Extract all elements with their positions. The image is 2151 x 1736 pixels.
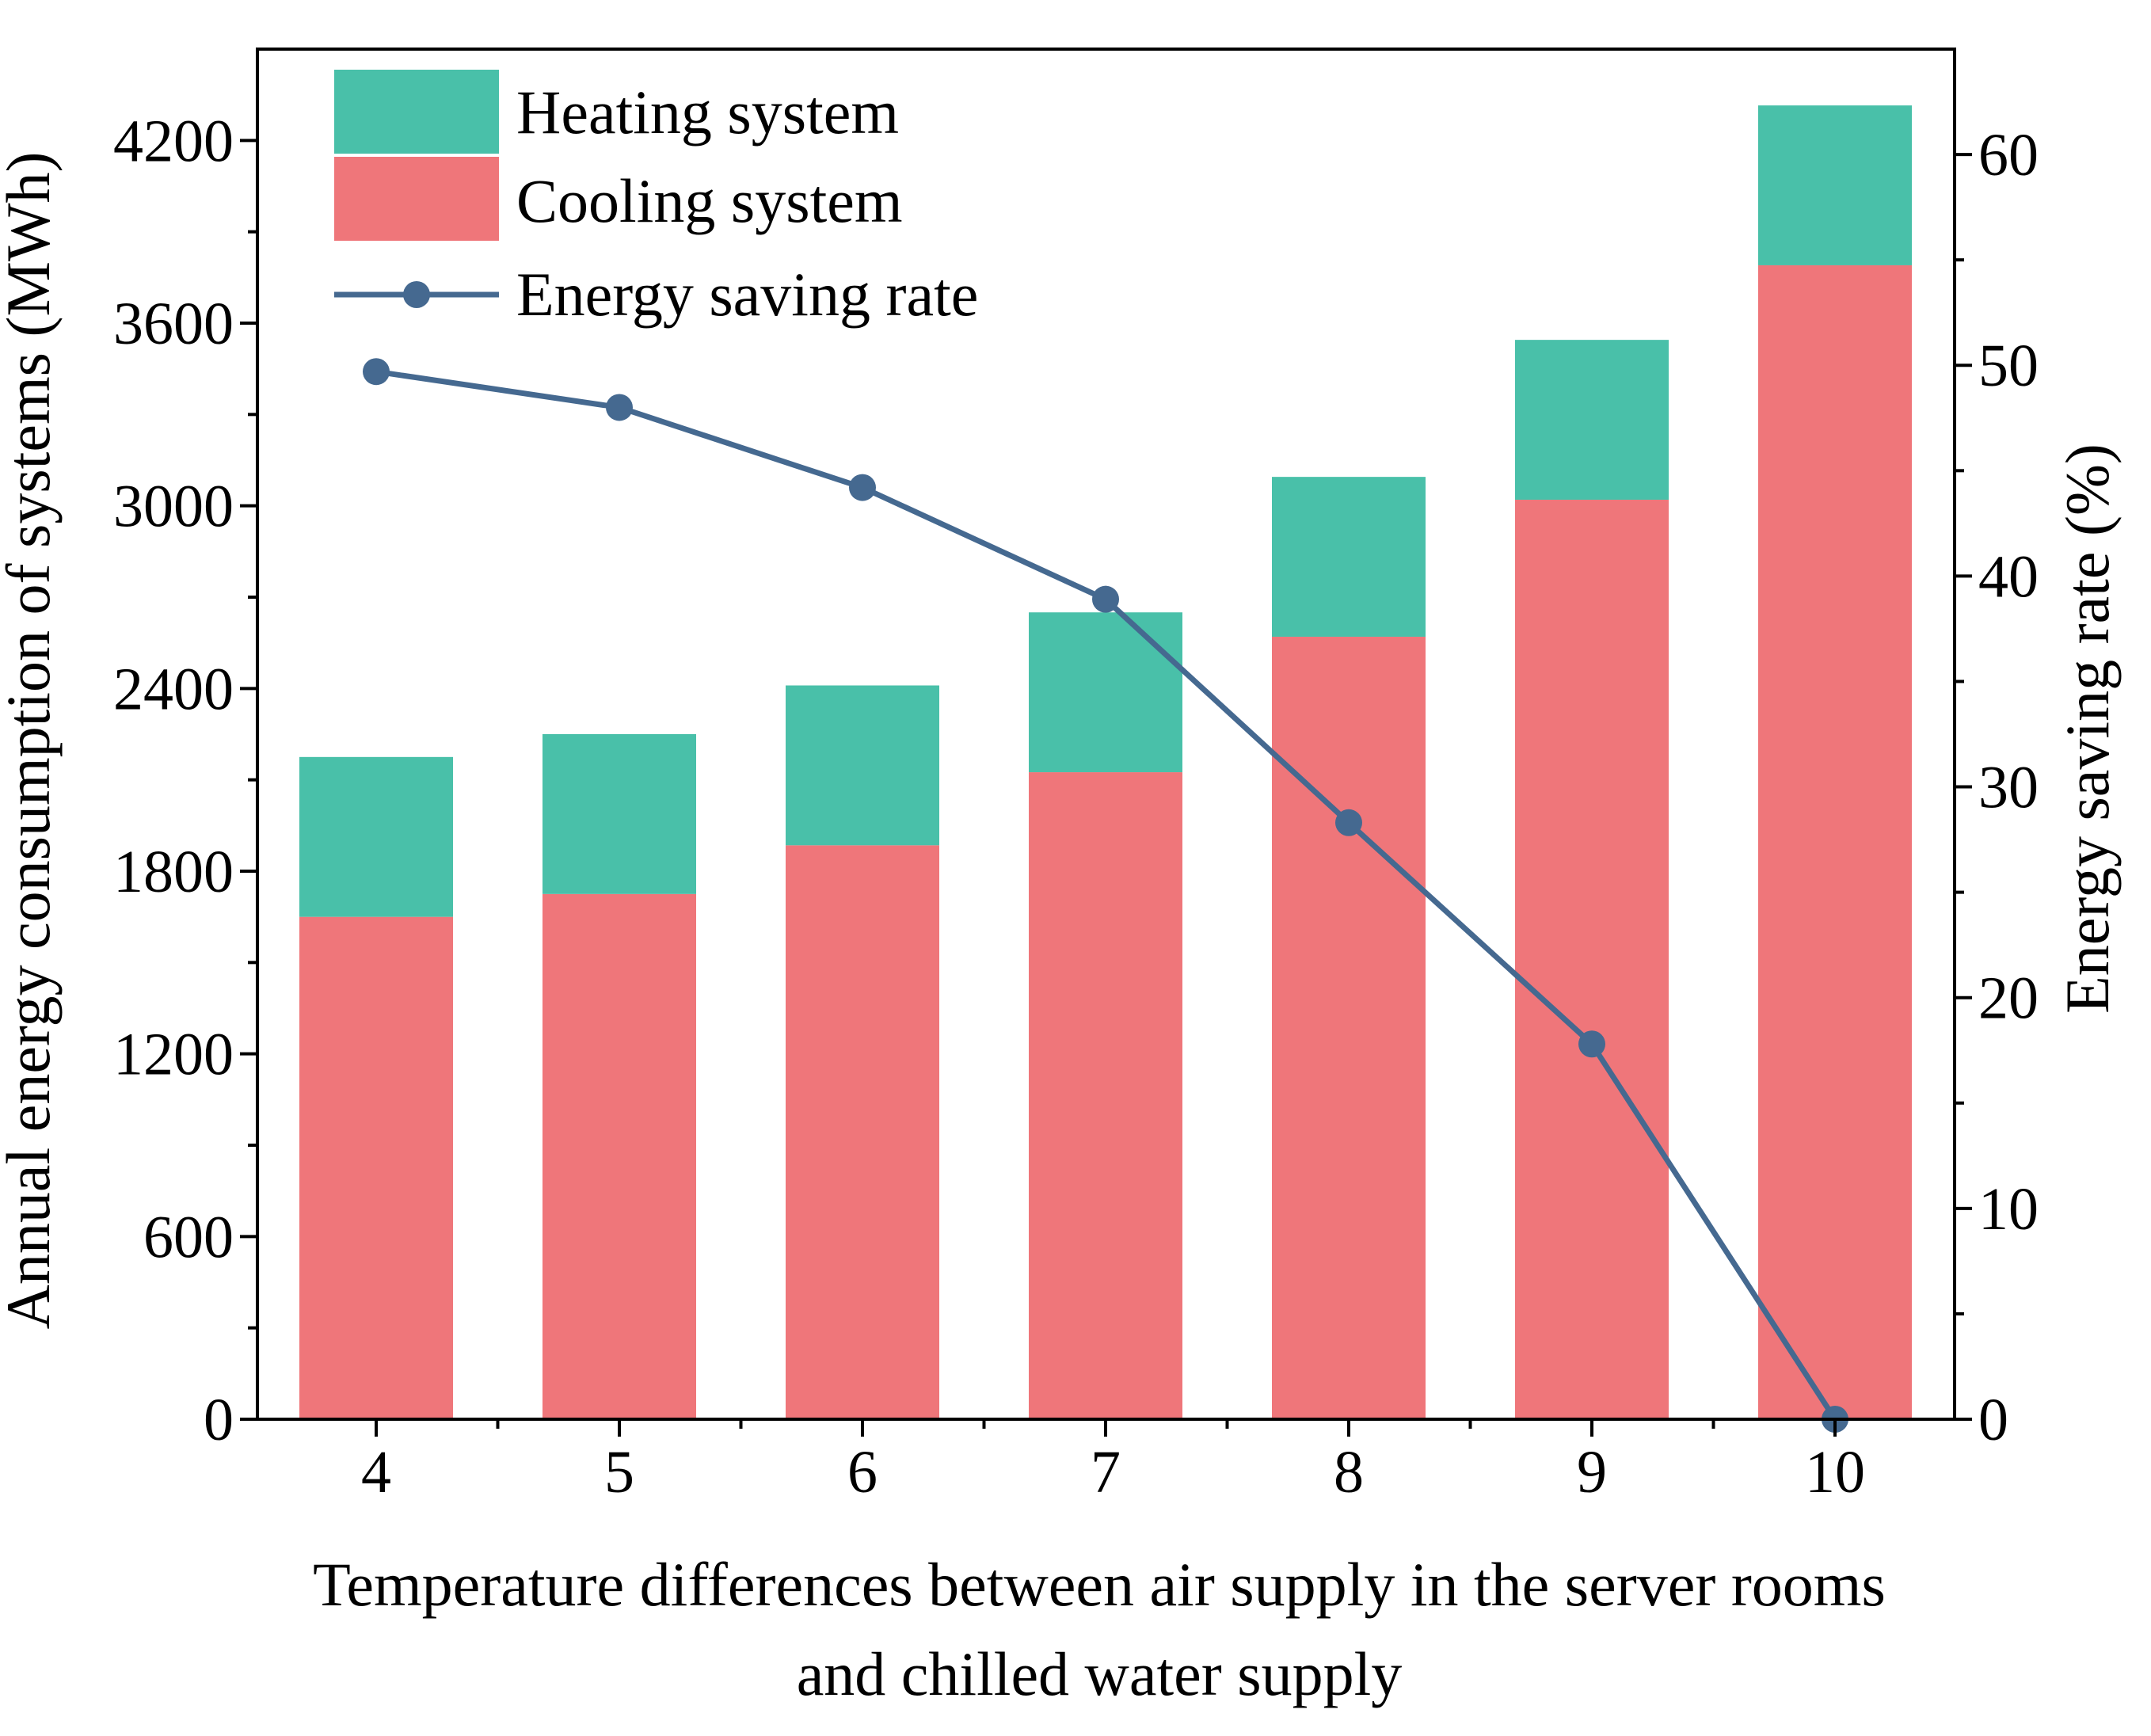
bar-heating-4 — [299, 756, 453, 917]
energy-saving-point-8 — [1335, 809, 1362, 836]
y-tick-label-right-30: 30 — [1978, 755, 2039, 821]
y-tick-label-right-0: 0 — [1978, 1387, 2008, 1453]
bar-cooling-6 — [786, 845, 939, 1419]
x-tick-label-6: 6 — [847, 1439, 878, 1506]
legend-swatch-cooling — [334, 157, 499, 241]
x-tick-label-5: 5 — [604, 1439, 634, 1506]
bars-layer — [299, 105, 1912, 1419]
energy-saving-point-5 — [606, 394, 633, 421]
y-tick-label-left-2400: 2400 — [113, 656, 234, 722]
bar-heating-9 — [1515, 340, 1669, 500]
axes-layer: 0 600 1200 1800 2400 3000 3600 4200 0 10 20 30 40 50 6… — [113, 48, 2039, 1506]
legend-swatch-heating — [334, 70, 499, 154]
y-tick-label-left-3000: 3000 — [113, 474, 234, 540]
bar-heating-8 — [1272, 477, 1426, 637]
y-axis-title-right: Energy saving rate (%) — [2053, 444, 2122, 1014]
y-tick-label-left-1800: 1800 — [113, 839, 234, 905]
legend-marker-energy-saving — [403, 281, 430, 308]
bar-cooling-4 — [299, 916, 453, 1419]
energy-saving-point-7 — [1092, 585, 1119, 613]
bar-cooling-10 — [1758, 265, 1912, 1419]
y-tick-label-left-1200: 1200 — [113, 1022, 234, 1088]
legend-label-energy-saving: Energy saving rate — [516, 260, 978, 329]
legend-label-cooling: Cooling system — [516, 166, 903, 235]
y-tick-label-right-20: 20 — [1978, 965, 2039, 1032]
line-layer — [363, 358, 1848, 1433]
x-tick-label-10: 10 — [1805, 1439, 1865, 1506]
x-axis-title-line-1: Temperature differences between air supp… — [313, 1550, 1886, 1619]
y-tick-label-left-600: 600 — [143, 1204, 234, 1270]
y-tick-label-left-3600: 3600 — [113, 291, 234, 357]
y-tick-label-left-0: 0 — [204, 1387, 234, 1453]
x-tick-label-7: 7 — [1091, 1439, 1121, 1506]
bar-cooling-7 — [1029, 772, 1182, 1419]
bar-heating-5 — [543, 734, 696, 894]
y-tick-label-right-40: 40 — [1978, 543, 2039, 610]
y-tick-label-left-4200: 4200 — [113, 108, 234, 174]
bar-heating-7 — [1029, 612, 1182, 773]
energy-saving-point-9 — [1578, 1030, 1605, 1058]
bar-heating-10 — [1758, 105, 1912, 265]
y-tick-label-right-50: 50 — [1978, 333, 2039, 399]
bar-cooling-5 — [543, 893, 696, 1419]
bar-cooling-9 — [1515, 499, 1669, 1419]
energy-saving-point-4 — [363, 358, 390, 386]
legend: Heating system Cooling system Energy sav… — [334, 70, 978, 329]
x-tick-label-9: 9 — [1577, 1439, 1607, 1506]
y-tick-label-right-60: 60 — [1978, 122, 2039, 188]
bar-heating-6 — [786, 685, 939, 846]
x-tick-label-4: 4 — [361, 1439, 391, 1506]
bar-cooling-8 — [1272, 636, 1426, 1419]
legend-label-heating: Heating system — [516, 78, 899, 147]
x-tick-label-8: 8 — [1334, 1439, 1364, 1506]
y-axis-title-left: Annual energy consumption of systems (MW… — [0, 152, 63, 1330]
energy-saving-point-6 — [849, 474, 876, 501]
x-axis-title-line-2: and chilled water supply — [797, 1639, 1403, 1708]
y-tick-label-right-10: 10 — [1978, 1176, 2039, 1243]
